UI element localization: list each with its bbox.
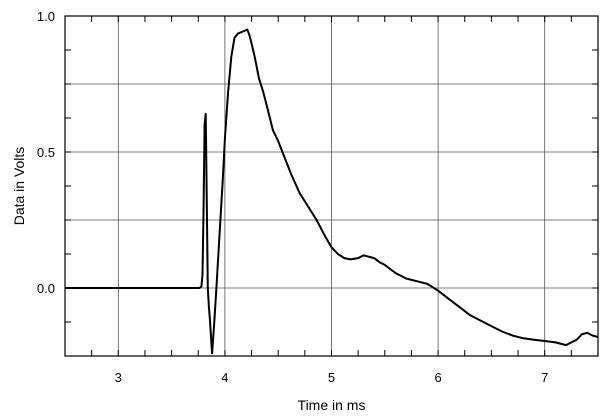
y-tick-label: 1.0 [37,9,55,24]
series-line [65,28,599,355]
y-axis-label: Data in Volts [11,147,27,226]
y-tick-label: 0.0 [37,281,55,296]
plot-frame [64,15,599,357]
x-tick-label: 3 [115,370,122,385]
grid [65,16,598,356]
x-tick-label: 5 [328,370,335,385]
x-tick-label: 7 [541,370,548,385]
x-tick-label: 4 [221,370,228,385]
x-tick-label: 6 [434,370,441,385]
y-tick-label: 0.5 [37,145,55,160]
x-axis-label: Time in ms [298,397,366,413]
tick-labels: 3 4 5 6 7 0.0 0.5 1.0 [37,9,548,385]
series-layer [65,28,599,355]
axis-ticks [64,15,599,357]
